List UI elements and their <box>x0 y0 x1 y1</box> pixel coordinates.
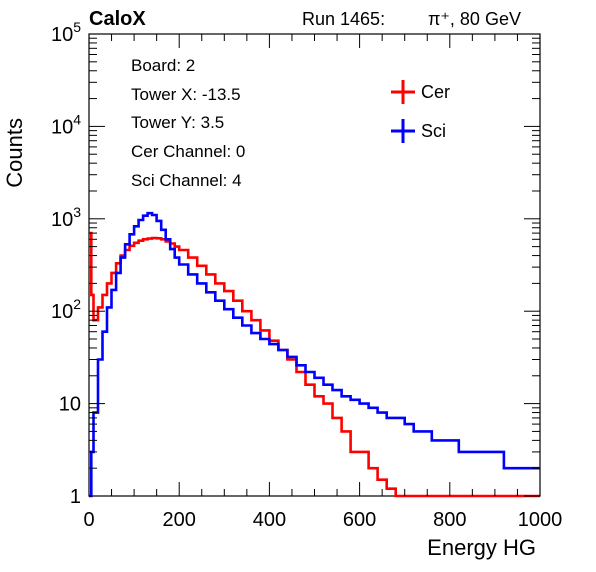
y-tick-label: 103 <box>51 204 81 231</box>
info-tower-y: Tower Y: 3.5 <box>131 113 224 132</box>
y-tick-base: 10 <box>51 209 73 231</box>
y-tick-exponent: 3 <box>73 204 81 220</box>
brand-label: CaloX <box>89 8 146 30</box>
y-tick-base: 1 <box>70 486 81 508</box>
info-board: Board: 2 <box>131 56 195 75</box>
legend-marker-sci <box>391 119 415 143</box>
y-tick-base: 10 <box>51 24 73 46</box>
run-label: Run 1465: <box>302 9 385 29</box>
y-tick-exponent: 5 <box>73 19 81 35</box>
x-tick-label: 600 <box>343 509 376 531</box>
legend-label-cer: Cer <box>421 82 450 102</box>
series-line-cer <box>89 231 540 498</box>
x-tick-label: 400 <box>253 509 286 531</box>
legend-marker-cer <box>391 80 415 104</box>
y-tick-label: 105 <box>51 19 81 46</box>
info-cer-channel: Cer Channel: 0 <box>131 142 245 161</box>
x-axis-title: Energy HG <box>427 535 536 560</box>
particle-label: π⁺, 80 GeV <box>428 9 521 29</box>
x-tick-label: 200 <box>163 509 196 531</box>
y-tick-base: 10 <box>59 394 81 416</box>
x-tick-label: 1000 <box>518 509 563 531</box>
y-tick-label: 102 <box>51 296 81 323</box>
info-box: Board: 2 Tower X: -13.5 Tower Y: 3.5 Cer… <box>131 56 245 190</box>
info-sci-channel: Sci Channel: 4 <box>131 171 242 190</box>
y-tick-label: 10 <box>59 394 81 416</box>
y-tick-exponent: 4 <box>73 111 81 127</box>
y-tick-label: 1 <box>70 486 81 508</box>
legend-label-sci: Sci <box>421 121 446 141</box>
x-tick-label: 800 <box>433 509 466 531</box>
y-axis-title: Counts <box>2 118 27 188</box>
series-line-sci <box>89 211 540 498</box>
y-tick-exponent: 2 <box>73 296 81 312</box>
legend: Cer Sci <box>391 80 450 143</box>
series-layer <box>89 211 540 498</box>
info-tower-x: Tower X: -13.5 <box>131 85 241 104</box>
y-tick-label: 104 <box>51 111 81 138</box>
x-tick-label: 0 <box>83 509 94 531</box>
y-tick-base: 10 <box>51 116 73 138</box>
y-tick-base: 10 <box>51 301 73 323</box>
